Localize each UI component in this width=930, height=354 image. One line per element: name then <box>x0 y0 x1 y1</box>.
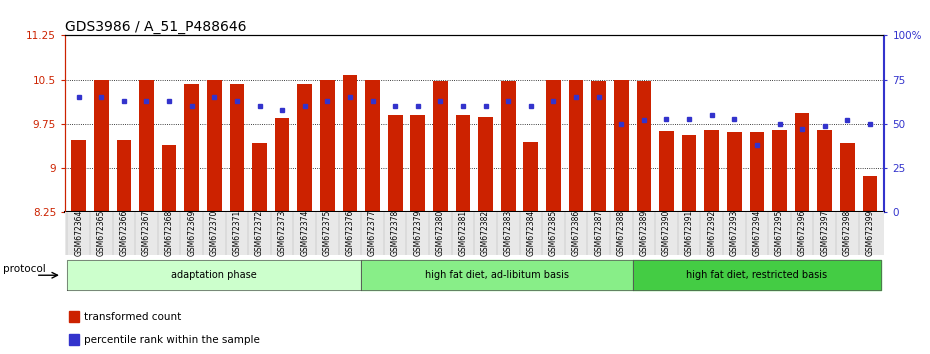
Bar <box>863 176 877 212</box>
Bar <box>795 113 809 212</box>
Bar <box>840 143 855 212</box>
Bar <box>704 130 719 212</box>
Bar <box>116 141 131 212</box>
Bar <box>184 84 199 212</box>
Text: transformed count: transformed count <box>84 312 180 322</box>
Text: percentile rank within the sample: percentile rank within the sample <box>84 335 259 344</box>
Bar <box>817 130 832 212</box>
Bar <box>320 80 335 212</box>
Bar <box>410 115 425 212</box>
Bar <box>456 115 471 212</box>
Bar <box>365 80 380 212</box>
Bar <box>72 141 86 212</box>
Text: protocol: protocol <box>4 263 46 274</box>
Bar <box>207 80 221 212</box>
Bar <box>772 130 787 212</box>
Bar <box>750 132 764 212</box>
Bar <box>636 81 651 212</box>
Bar <box>69 311 79 322</box>
Bar <box>162 144 177 212</box>
Bar <box>388 115 403 212</box>
Bar <box>69 333 79 344</box>
Bar <box>501 81 515 212</box>
Bar <box>298 84 312 212</box>
Text: adaptation phase: adaptation phase <box>171 270 258 280</box>
Bar <box>433 81 447 212</box>
Bar <box>568 80 583 212</box>
Bar <box>524 142 538 212</box>
Bar <box>140 80 153 212</box>
Bar <box>546 80 561 212</box>
Bar <box>342 75 357 212</box>
Bar <box>252 143 267 212</box>
Bar <box>727 132 741 212</box>
Bar <box>591 81 606 212</box>
Bar <box>274 118 289 212</box>
Text: high fat diet, ad-libitum basis: high fat diet, ad-libitum basis <box>425 270 569 280</box>
Bar <box>682 135 697 212</box>
Bar <box>659 131 674 212</box>
Bar <box>478 117 493 212</box>
Bar <box>614 80 629 212</box>
Bar <box>94 80 109 212</box>
Text: high fat diet, restricted basis: high fat diet, restricted basis <box>686 270 828 280</box>
Bar <box>230 84 245 212</box>
Text: GDS3986 / A_51_P488646: GDS3986 / A_51_P488646 <box>65 21 246 34</box>
